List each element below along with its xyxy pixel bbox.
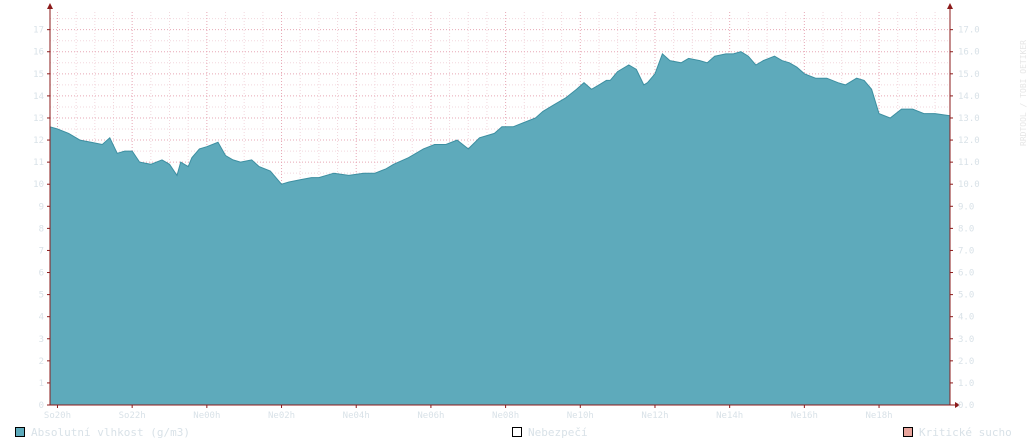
y-tick-label-right: 9.0 <box>958 202 974 212</box>
x-tick-label: So22h <box>119 411 146 421</box>
x-tick-label: Ne06h <box>417 411 444 421</box>
x-tick-label: Ne04h <box>343 411 370 421</box>
y-tick-label-left: 1 <box>39 379 44 389</box>
y-tick-label-left: 5 <box>39 291 44 301</box>
y-tick-label-left: 15 <box>33 70 44 80</box>
x-tick-label: Ne16h <box>791 411 818 421</box>
y-tick-label-left: 16 <box>33 48 44 58</box>
legend-item-danger: Nebezpečí <box>512 424 588 440</box>
y-tick-label-right: 14.0 <box>958 92 980 102</box>
legend-item-critical: Kritické sucho <box>903 424 1012 440</box>
y-tick-label-left: 9 <box>39 202 44 212</box>
x-tick-label: Ne12h <box>641 411 668 421</box>
legend-swatch-critical <box>903 427 913 437</box>
rrdtool-watermark: RRDTOOL / TOBI OETIKER <box>1019 40 1028 146</box>
axes <box>47 3 960 408</box>
legend-swatch-humidity <box>15 427 25 437</box>
y-tick-label-left: 3 <box>39 335 44 345</box>
x-tick-label: Ne02h <box>268 411 295 421</box>
x-tick-label: Ne14h <box>716 411 743 421</box>
y-tick-label-right: 12.0 <box>958 136 980 146</box>
y-tick-label-right: 17.0 <box>958 26 980 36</box>
x-axis-labels: So20h So22h Ne00h Ne02h Ne04h Ne06h Ne08h Ne10h… <box>44 411 893 421</box>
x-tick-label: Ne10h <box>567 411 594 421</box>
y-tick-label-left: 6 <box>39 269 44 279</box>
legend-label-critical: Kritické sucho <box>919 425 1012 439</box>
y-axis-right-labels: 0.0 1.0 2.0 3.0 4.0 5.0 6.0 7.0 8.0 9.0 10.0 11.0 12… <box>958 26 980 411</box>
y-tick-label-left: 14 <box>33 92 44 102</box>
y-axis-left-arrow <box>47 3 53 9</box>
y-tick-label-right: 16.0 <box>958 48 980 58</box>
legend-item-humidity: Absolutní vlhkost (g/m3) <box>15 424 190 440</box>
humidity-line <box>49 51 951 185</box>
legend-label-humidity: Absolutní vlhkost (g/m3) <box>31 425 190 439</box>
y-tick-label-left: 2 <box>39 357 44 367</box>
y-tick-label-right: 11.0 <box>958 158 980 168</box>
y-tick-label-right: 13.0 <box>958 114 980 124</box>
y-tick-label-right: 5.0 <box>958 291 974 301</box>
y-tick-label-right: 8.0 <box>958 224 974 234</box>
x-tick-label: So20h <box>44 411 71 421</box>
y-tick-label-right: 3.0 <box>958 335 974 345</box>
legend-label-danger: Nebezpečí <box>528 425 588 439</box>
x-tick-label: Ne00h <box>193 411 220 421</box>
x-tick-label: Ne18h <box>865 411 892 421</box>
y-tick-label-left: 17 <box>33 26 44 36</box>
y-tick-label-left: 12 <box>33 136 44 146</box>
y-tick-label-left: 8 <box>39 224 44 234</box>
y-tick-label-right: 6.0 <box>958 269 974 279</box>
y-tick-label-right: 4.0 <box>958 313 974 323</box>
y-tick-label-right: 15.0 <box>958 70 980 80</box>
y-tick-label-left: 7 <box>39 246 44 256</box>
y-tick-label-left: 11 <box>33 158 44 168</box>
x-axis-arrow <box>955 402 960 408</box>
x-tick-label: Ne08h <box>492 411 519 421</box>
y-tick-label-right: 1.0 <box>958 379 974 389</box>
y-tick-label-left: 13 <box>33 114 44 124</box>
y-tick-label-right: 2.0 <box>958 357 974 367</box>
y-tick-label-right: 0.0 <box>958 401 974 411</box>
y-tick-label-left: 4 <box>39 313 44 323</box>
legend-swatch-danger <box>512 427 522 437</box>
y-tick-label-left: 10 <box>33 180 44 190</box>
y-tick-label-right: 7.0 <box>958 246 974 256</box>
humidity-area <box>50 51 950 405</box>
y-axis-right-arrow <box>947 3 953 9</box>
y-tick-label-right: 10.0 <box>958 180 980 190</box>
y-tick-label-left: 0 <box>39 401 44 411</box>
